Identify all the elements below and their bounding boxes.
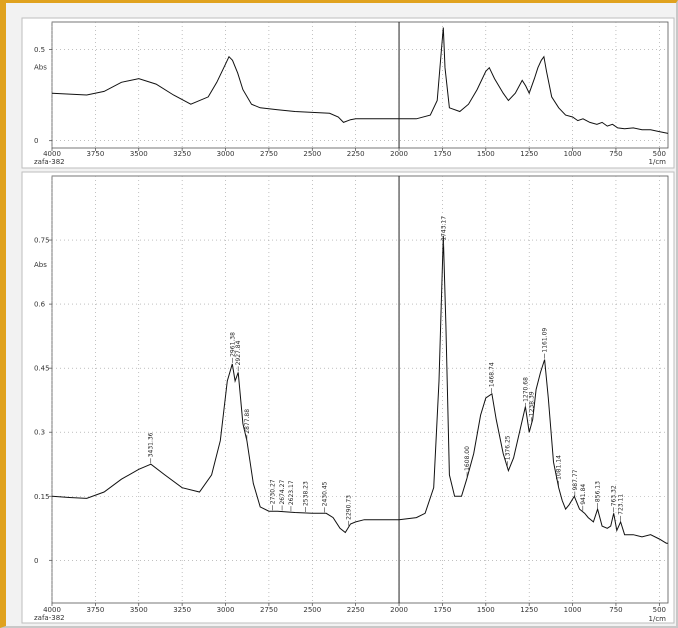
x-tick-label: 1250 xyxy=(520,606,538,614)
x-tick-label: 750 xyxy=(609,150,622,158)
x-unit-label: 1/cm xyxy=(649,615,667,623)
x-tick-label: 1500 xyxy=(477,150,495,158)
sample-label: zafa-382 xyxy=(34,158,65,166)
y-tick-label: 0 xyxy=(34,557,38,565)
x-tick-label: 1250 xyxy=(520,150,538,158)
peak-label: 1161.09 xyxy=(542,328,549,353)
x-tick-label: 2000 xyxy=(390,150,408,158)
peak-label: 2290.73 xyxy=(346,495,353,520)
panel-frame xyxy=(21,17,675,169)
panel-frame xyxy=(21,171,675,624)
x-tick-label: 3750 xyxy=(86,150,104,158)
x-tick-label: 3250 xyxy=(173,606,191,614)
x-tick-label: 3250 xyxy=(173,150,191,158)
peak-label: 1270.68 xyxy=(523,377,530,402)
y-tick-label: 0.75 xyxy=(34,237,50,245)
peak-label: 941.84 xyxy=(580,484,587,505)
peak-label: 2927.84 xyxy=(235,340,242,365)
x-tick-label: 2500 xyxy=(303,606,321,614)
x-tick-label: 1000 xyxy=(564,606,582,614)
x-tick-label: 2750 xyxy=(260,606,278,614)
x-tick-label: 4000 xyxy=(43,150,61,158)
peak-label: 2430.45 xyxy=(321,481,328,506)
peak-label: 2877.88 xyxy=(244,409,251,434)
peak-label: 723.11 xyxy=(618,494,625,515)
x-tick-label: 2250 xyxy=(347,606,365,614)
plot-area xyxy=(51,21,669,149)
y-tick-label: 0.6 xyxy=(34,301,46,309)
y-axis-label: Abs xyxy=(34,63,47,71)
y-axis-label: Abs xyxy=(34,261,47,269)
peak-label: 1081.14 xyxy=(556,455,563,480)
x-tick-label: 750 xyxy=(609,606,622,614)
x-tick-label: 2750 xyxy=(260,150,278,158)
peak-label: 2961.38 xyxy=(229,332,236,357)
y-tick-label: 0.5 xyxy=(34,46,45,54)
x-tick-label: 3000 xyxy=(217,606,235,614)
peak-label: 2730.27 xyxy=(269,479,276,504)
y-tick-label: 0.3 xyxy=(34,429,45,437)
x-tick-label: 4000 xyxy=(43,606,61,614)
y-tick-label: 0.15 xyxy=(34,493,50,501)
peak-label: 2674.27 xyxy=(279,480,286,505)
x-tick-label: 2500 xyxy=(303,150,321,158)
x-unit-label: 1/cm xyxy=(649,158,667,166)
peak-label: 2538.23 xyxy=(303,481,310,506)
peak-label: 2623.17 xyxy=(288,480,295,505)
peak-label: 1468.74 xyxy=(488,362,495,387)
x-tick-label: 3500 xyxy=(130,606,148,614)
peak-label: 856.13 xyxy=(595,481,602,502)
y-tick-label: 0.45 xyxy=(34,365,50,373)
spectrum-panel-detail: 4000 3750 3500 3250 3000 2750 2500 2250 2000 1750… xyxy=(21,171,675,624)
x-tick-label: 1000 xyxy=(564,150,582,158)
peak-label: 3431.36 xyxy=(148,432,155,457)
x-tick-label: 500 xyxy=(653,606,666,614)
peak-label: 1743.17 xyxy=(441,216,448,241)
sample-label: zafa-382 xyxy=(34,614,65,622)
x-tick-label: 500 xyxy=(653,150,666,158)
x-tick-label: 1750 xyxy=(434,150,452,158)
peak-label: 987.77 xyxy=(572,469,579,490)
x-tick-label: 2000 xyxy=(390,606,408,614)
plot-area xyxy=(51,175,669,604)
x-tick-label: 3750 xyxy=(86,606,104,614)
spectrum-line xyxy=(51,27,669,134)
x-tick-label: 1750 xyxy=(434,606,452,614)
spectrum-line xyxy=(51,235,668,544)
x-tick-label: 1500 xyxy=(477,606,495,614)
peak-label: 763.32 xyxy=(611,485,618,506)
x-tick-label: 3000 xyxy=(217,150,235,158)
y-tick-label: 0 xyxy=(34,137,38,145)
x-tick-label: 3500 xyxy=(130,150,148,158)
peak-label: 1608.00 xyxy=(464,446,471,471)
x-tick-label: 2250 xyxy=(347,150,365,158)
peak-label: 1238.39 xyxy=(529,391,536,416)
peak-label: 1376.25 xyxy=(504,435,511,460)
spectrum-panel-overview: 4000 3750 3500 3250 3000 2750 2500 2250 2000 1750… xyxy=(21,17,675,169)
